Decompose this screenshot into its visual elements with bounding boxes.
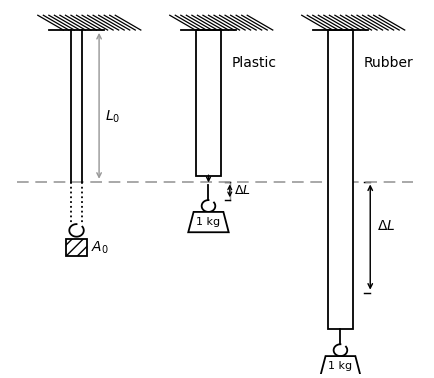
- Bar: [66, 239, 87, 256]
- Polygon shape: [188, 212, 229, 232]
- Text: $A_0$: $A_0$: [91, 239, 109, 256]
- Text: Plastic: Plastic: [232, 56, 277, 70]
- Text: Rubber: Rubber: [364, 56, 414, 70]
- Bar: [196, 30, 221, 176]
- Text: 1 kg: 1 kg: [329, 361, 352, 371]
- Text: $\Delta L$: $\Delta L$: [377, 219, 395, 233]
- Text: $\Delta L$: $\Delta L$: [234, 184, 251, 197]
- Bar: [328, 30, 353, 330]
- Polygon shape: [320, 356, 361, 376]
- Text: 1 kg: 1 kg: [197, 217, 220, 227]
- Text: $L_0$: $L_0$: [105, 109, 121, 125]
